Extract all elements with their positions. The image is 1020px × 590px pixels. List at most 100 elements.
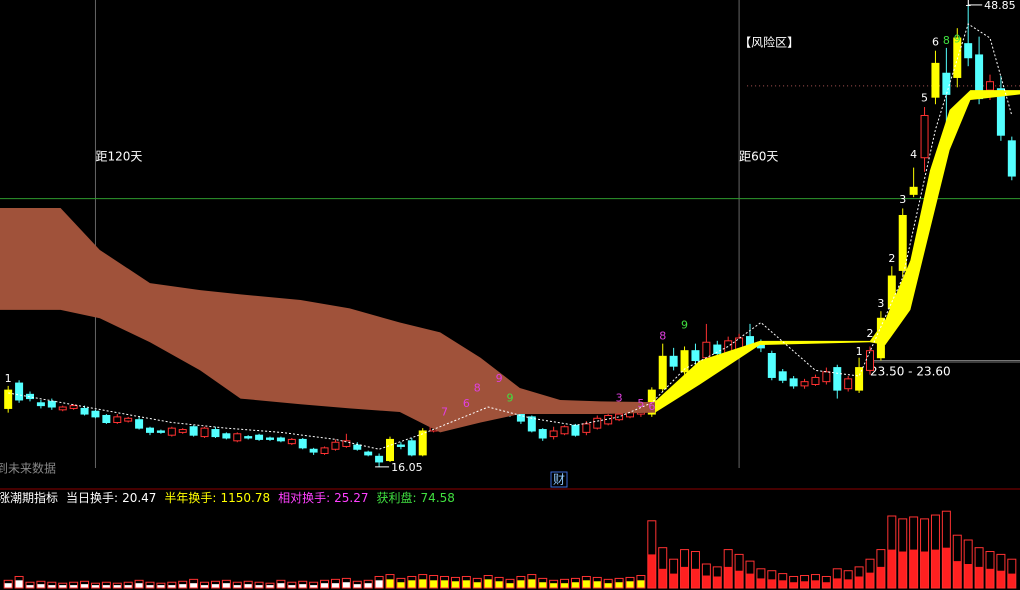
- volume-outline: [734, 553, 744, 589]
- volume-outline: [843, 570, 853, 589]
- candle-body: [15, 382, 24, 401]
- volume-outline: [854, 566, 864, 589]
- volume-outline: [330, 578, 340, 589]
- volume-outline: [80, 580, 90, 589]
- candle-body: [167, 427, 176, 436]
- indicator-title: 涨潮期指标: [0, 490, 58, 505]
- volume-fill: [680, 566, 689, 588]
- count-label: 6: [648, 400, 655, 413]
- candle-body: [516, 413, 525, 422]
- volume-fill: [244, 584, 253, 588]
- volume-fill: [516, 580, 525, 588]
- volume-fill: [866, 572, 874, 588]
- volume-fill: [91, 585, 100, 588]
- candle-body: [211, 429, 220, 438]
- volume-outline: [396, 577, 406, 589]
- candle-body: [287, 438, 296, 445]
- count-label: 3: [899, 193, 906, 206]
- volume-fill: [124, 585, 133, 588]
- volume-outline: [800, 575, 810, 589]
- marker-label: 距120天: [95, 150, 142, 164]
- volume-fill: [691, 568, 700, 588]
- volume-outline: [47, 581, 57, 589]
- high-label: 48.85: [984, 0, 1016, 12]
- future-note: 到未来数据: [0, 461, 56, 476]
- candle-body: [146, 427, 154, 433]
- volume-outline: [669, 558, 679, 589]
- stat-value: 74.58: [421, 491, 455, 505]
- volume-outline: [789, 575, 799, 589]
- candle-body: [309, 448, 318, 453]
- volume-outline: [320, 579, 330, 589]
- candle-body: [26, 393, 34, 400]
- candle-body: [898, 214, 907, 271]
- volume-outline: [898, 518, 908, 589]
- candle-body: [942, 72, 951, 95]
- volume-outline: [189, 578, 199, 589]
- candle-body: [866, 350, 874, 371]
- count-label: 2: [867, 327, 874, 340]
- volume-outline: [58, 582, 68, 589]
- volume-outline: [287, 581, 297, 589]
- volume-outline: [985, 551, 995, 589]
- candle-body: [909, 186, 918, 195]
- volume-fill: [996, 570, 1005, 588]
- volume-outline: [712, 566, 722, 589]
- volume-fill: [571, 582, 580, 588]
- candle-body: [855, 367, 864, 391]
- candle-body: [331, 441, 340, 450]
- volume-outline: [876, 549, 886, 589]
- volume-outline: [494, 576, 504, 589]
- candle-body: [80, 407, 89, 415]
- volume-outline: [756, 568, 766, 589]
- candle-body: [244, 436, 253, 439]
- volume-fill: [26, 585, 34, 588]
- volume-outline: [767, 570, 777, 589]
- volume-fill: [778, 580, 787, 588]
- candle-body: [593, 417, 602, 429]
- volume-outline: [570, 577, 580, 589]
- candle-body: [91, 410, 100, 418]
- volume-fill: [298, 584, 307, 588]
- volume-fill: [167, 585, 176, 588]
- volume-outline: [1007, 558, 1017, 589]
- volume-outline: [200, 581, 210, 589]
- candle-body: [386, 438, 394, 462]
- volume-outline: [647, 520, 657, 589]
- volume-outline: [952, 534, 962, 589]
- volume-fill: [855, 576, 864, 588]
- volume-outline: [254, 581, 264, 589]
- volume-outline: [723, 549, 733, 589]
- volume-fill: [200, 585, 209, 588]
- candle-body: [604, 414, 613, 425]
- volume-fill: [178, 584, 187, 588]
- volume-fill: [702, 575, 711, 588]
- stat-label: 半年换手:: [164, 491, 216, 505]
- volume-outline: [440, 575, 450, 589]
- marker-label: 距60天: [739, 150, 778, 164]
- volume-fill: [113, 585, 122, 588]
- stat-value: 1150.78: [220, 491, 270, 505]
- volume-outline: [363, 579, 373, 589]
- volume-outline: [450, 576, 460, 589]
- count-label: 7: [441, 406, 448, 419]
- count-label: 8: [943, 34, 950, 47]
- volume-outline: [745, 560, 755, 589]
- volume-outline: [145, 581, 155, 589]
- volume-outline: [101, 581, 111, 589]
- volume-fill: [713, 576, 722, 588]
- volume-outline: [156, 582, 166, 589]
- volume-outline: [418, 574, 428, 589]
- volume-fill: [440, 580, 449, 588]
- volume-outline: [134, 579, 144, 589]
- volume-fill: [920, 551, 929, 588]
- candle-body: [189, 426, 198, 436]
- volume-outline: [210, 580, 220, 589]
- volume-outline: [243, 580, 253, 589]
- volume-outline: [690, 551, 700, 589]
- volume-outline: [178, 580, 188, 589]
- volume-fill: [462, 580, 471, 588]
- candle-body: [527, 416, 536, 432]
